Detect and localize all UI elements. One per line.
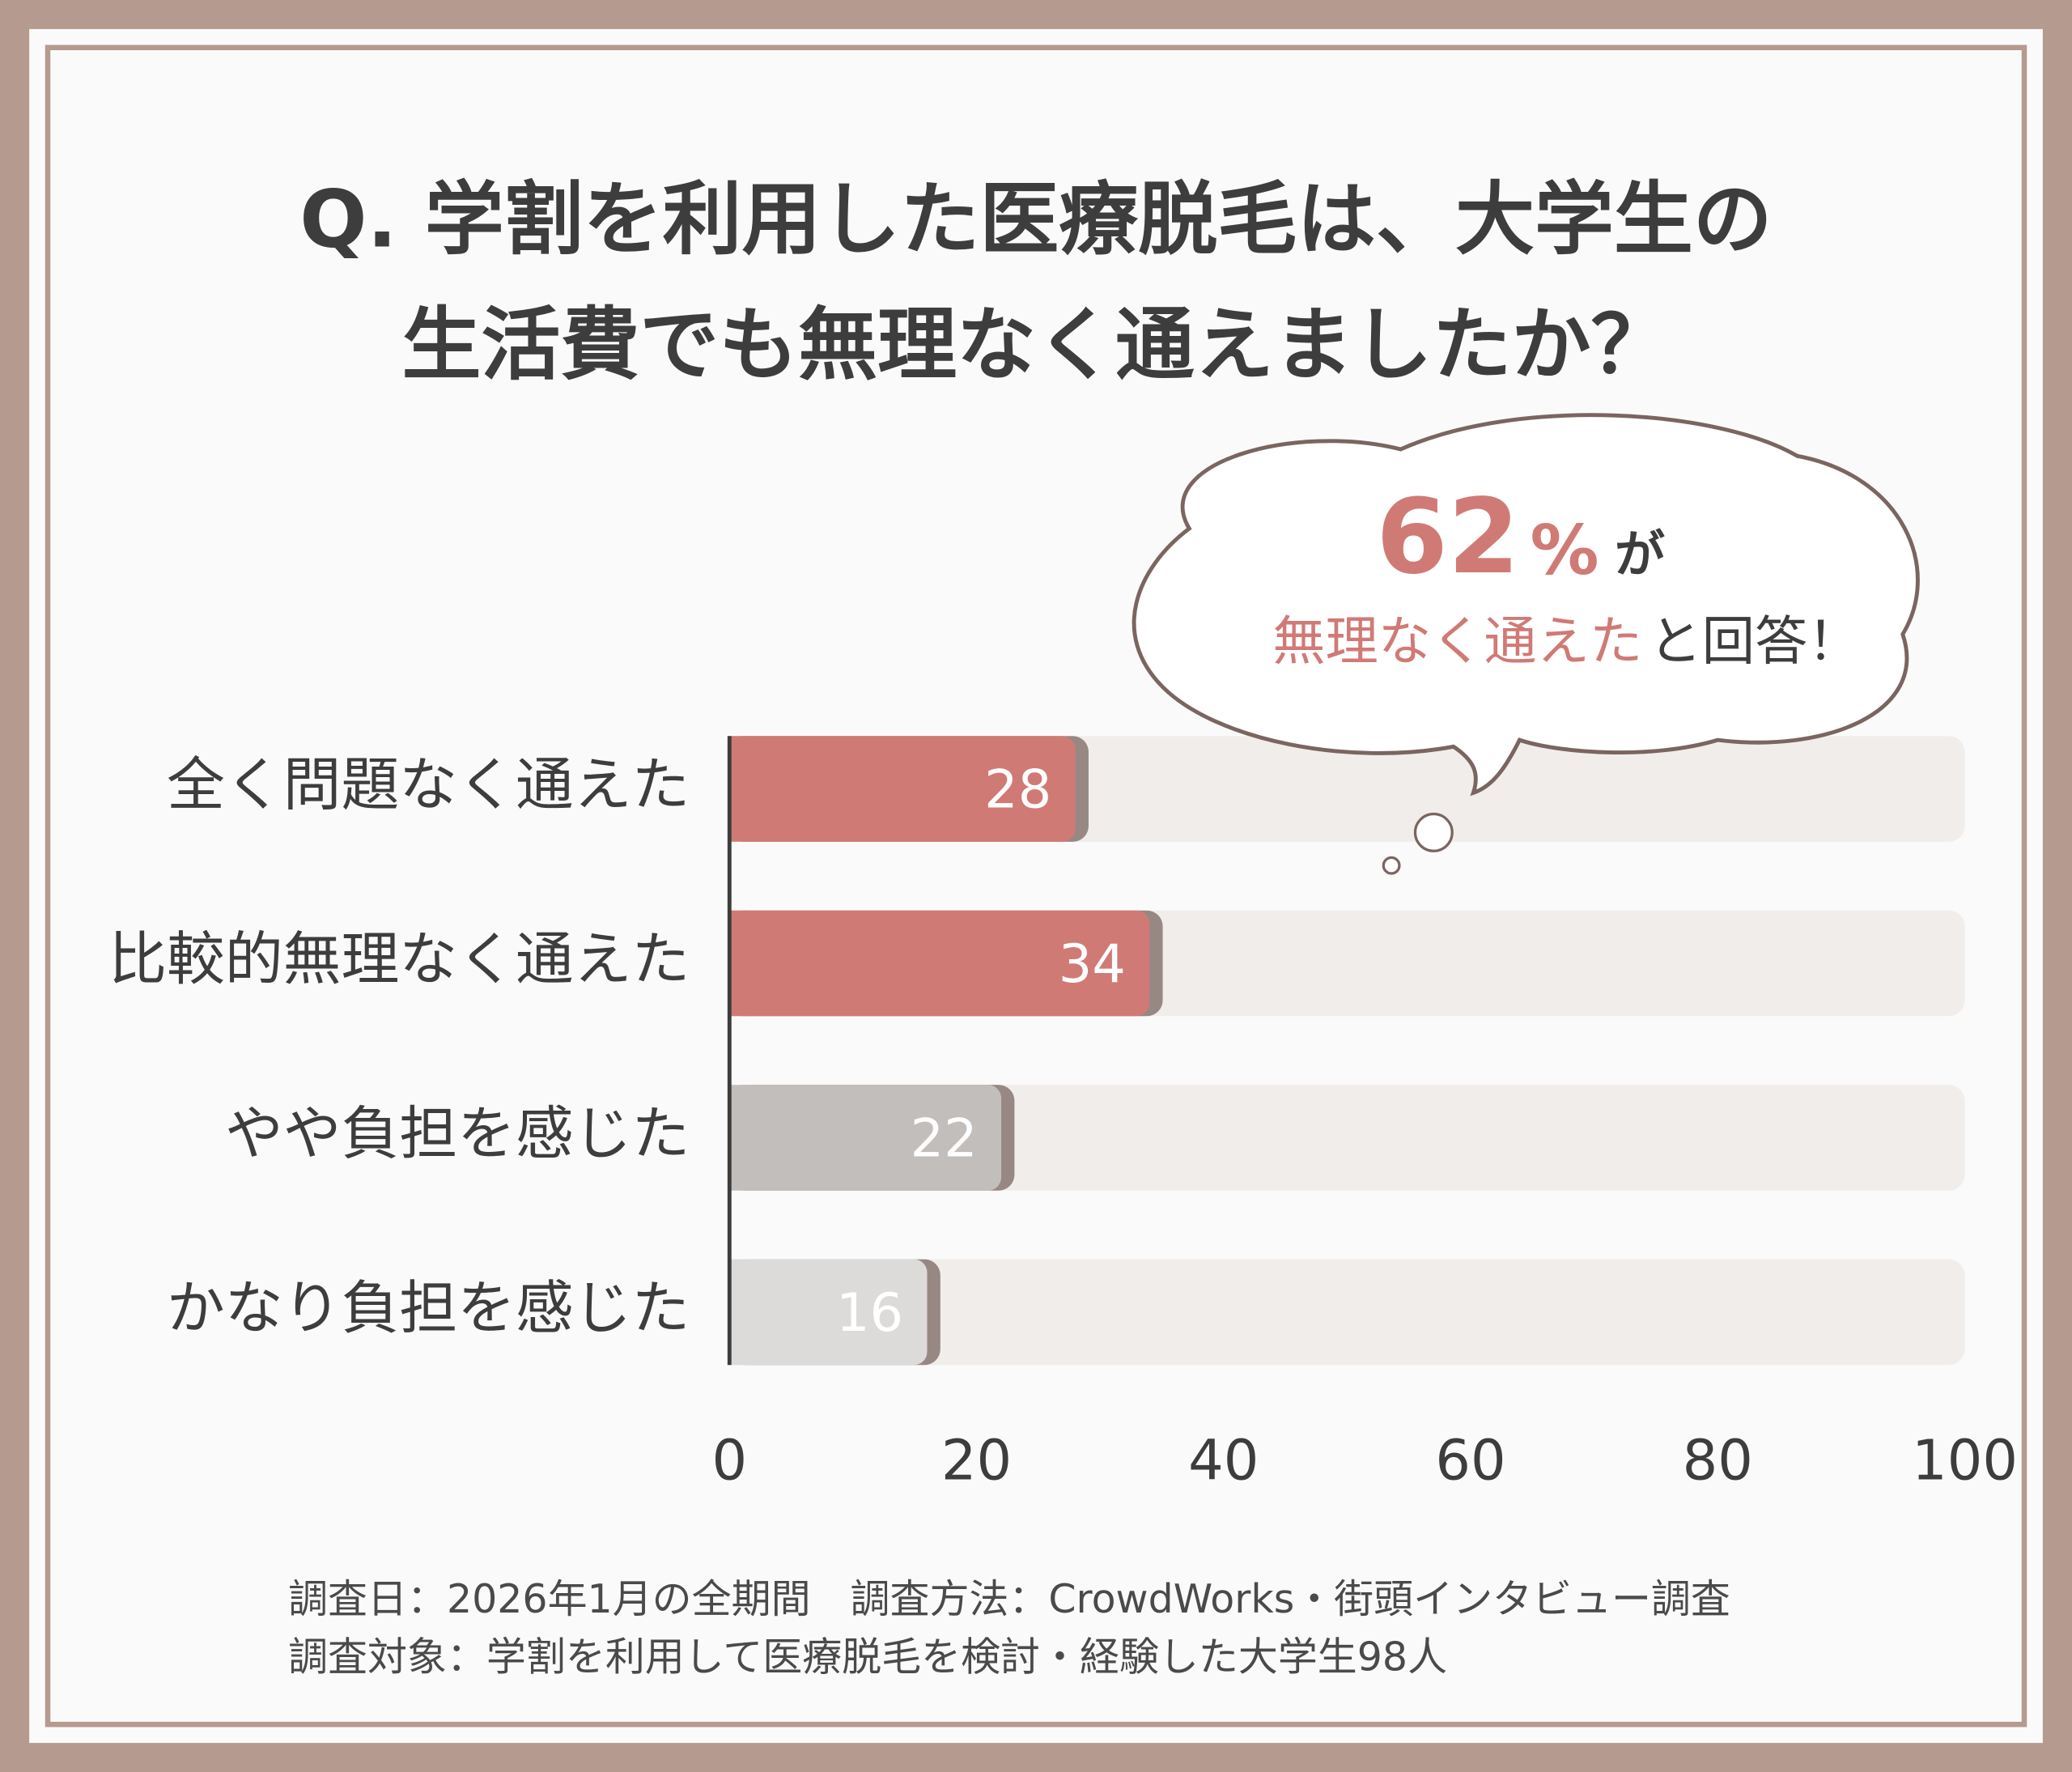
callout-highlight: 無理なく通えた (1272, 611, 1642, 673)
bar-corner (729, 910, 749, 1017)
x-tick-label: 0 (711, 1429, 747, 1494)
callout-bubble (1132, 413, 1920, 797)
callout: 62 % が 無理なく通えた と回答！ (1132, 413, 1920, 875)
callout-unit: % (1531, 511, 1599, 591)
bar (729, 1085, 1002, 1191)
callout-number: 62 (1376, 478, 1519, 597)
value-label: 28 (984, 759, 1051, 820)
x-tick-label: 80 (1683, 1429, 1753, 1494)
x-tick-label: 60 (1435, 1429, 1505, 1494)
note: 調査日：2026年1月の全期間 調査方法：CrowdWorks・街頭インタビュー… (288, 1576, 1730, 1622)
value-label: 22 (911, 1107, 978, 1169)
note: 調査対象：学割を利用して医療脱毛を検討・経験した大学生98人 (288, 1634, 1447, 1681)
callout-text: と回答！ (1649, 611, 1860, 673)
bar-corner (729, 1085, 749, 1191)
value-label: 16 (836, 1282, 903, 1344)
chart-title: 生活費でも無理なく通えましたか？ (401, 299, 1670, 391)
x-tick-label: 40 (1188, 1429, 1259, 1494)
value-label: 34 (1059, 933, 1126, 995)
bar-corner (729, 1259, 749, 1366)
bar-track (729, 1085, 1965, 1191)
category-label: やや負担を感じた (225, 1099, 690, 1167)
callout-dot (1413, 812, 1454, 852)
bar-track (729, 1259, 1965, 1366)
x-tick-label: 20 (941, 1429, 1012, 1494)
callout-text: が (1615, 525, 1665, 584)
bar (729, 1259, 928, 1366)
bar (729, 910, 1150, 1017)
plot-area: 28 全く問題なく通えた 34 比較的無理なく通えた 22 やや負担を感じた 16 かなり負担… (108, 736, 2018, 1494)
category-label: 比較的無理なく通えた (108, 925, 690, 993)
panel (29, 28, 2043, 1744)
x-tick-label: 100 (1912, 1429, 2018, 1494)
category-label: 全く問題なく通えた (167, 750, 690, 818)
callout-dot (1382, 856, 1401, 875)
category-label: かなり負担を感じた (167, 1273, 690, 1341)
frame (45, 45, 2027, 1727)
chart-title: Q. 学割を利用した医療脱毛は、大学生の (299, 173, 1772, 266)
bar-corner (729, 736, 749, 842)
bar (729, 736, 1076, 842)
